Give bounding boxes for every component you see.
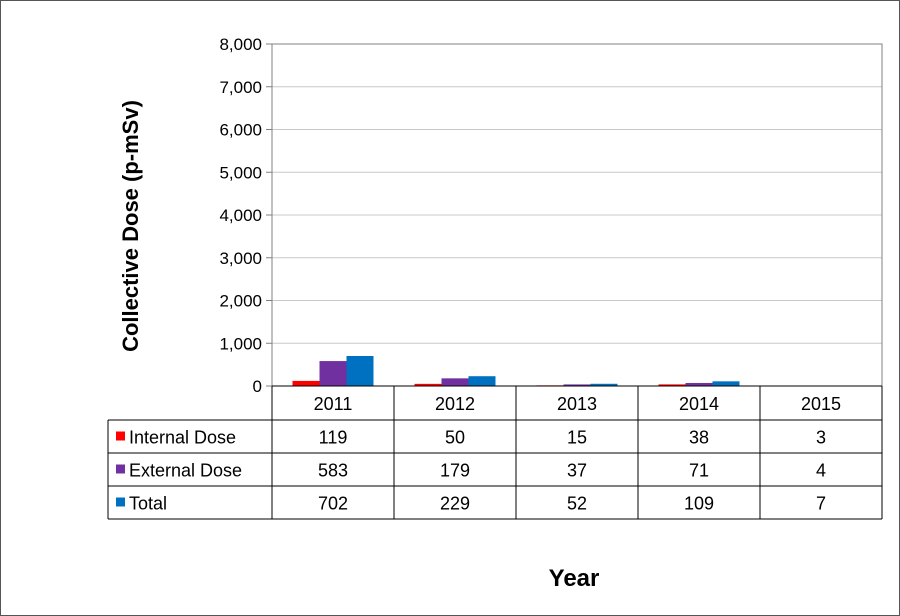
legend-swatch	[116, 431, 125, 441]
x-tick-label: 2015	[801, 394, 841, 414]
data-label: 583	[318, 461, 348, 481]
data-label: 3	[816, 428, 826, 448]
data-label: 38	[689, 428, 709, 448]
bar-internal-dose-2011	[292, 380, 320, 386]
bar-external-dose-2014	[685, 382, 713, 386]
data-label: 71	[689, 461, 709, 481]
y-tick-label: 0	[253, 377, 262, 396]
y-tick-label: 4,000	[219, 206, 262, 225]
data-label: 52	[567, 494, 587, 514]
axes: 0 1,000 2,000 3,000 4,000 5,000 6,000 7,000 8,00…	[219, 35, 883, 396]
y-tick-label: 7,000	[219, 78, 262, 97]
y-tick-label: 3,000	[219, 249, 262, 268]
x-axis-label: Year	[549, 565, 600, 592]
y-axis-label: Collective Dose (p-mSv)	[118, 100, 143, 352]
x-tick-label: 2014	[679, 394, 719, 414]
bar-internal-dose-2012	[414, 383, 442, 386]
bar-total-2013	[590, 383, 618, 386]
bar-total-2012	[468, 376, 496, 386]
data-label: 7	[816, 494, 826, 514]
bar-external-dose-2013	[563, 384, 591, 386]
data-label: 179	[440, 461, 470, 481]
data-label: 4	[816, 461, 826, 481]
data-label: 229	[440, 494, 470, 514]
legend-entry: Total	[129, 494, 167, 514]
data-table: 2011 2012 2013 2014 2015 Internal Dose 119 50 15…	[107, 385, 883, 520]
x-tick-label: 2013	[557, 394, 597, 414]
y-tick-label: 5,000	[219, 163, 262, 182]
bar-external-dose-2011	[319, 361, 347, 386]
legend-entry: External Dose	[129, 461, 242, 481]
data-label: 37	[567, 461, 587, 481]
x-tick-label: 2012	[435, 394, 475, 414]
y-tick-label: 1,000	[219, 334, 262, 353]
y-tick-label: 6,000	[219, 121, 262, 140]
y-tick-label: 8,000	[219, 35, 262, 54]
legend-swatch	[116, 464, 125, 474]
data-label: 15	[567, 428, 587, 448]
bar-external-dose-2012	[441, 378, 469, 386]
data-label: 702	[318, 494, 348, 514]
legend-swatch	[116, 497, 125, 507]
y-tick-label: 2,000	[219, 292, 262, 311]
bar-total-2011	[346, 355, 374, 386]
data-label: 119	[319, 428, 348, 448]
bar-internal-dose-2014	[658, 384, 686, 386]
x-tick-label: 2011	[314, 394, 353, 414]
gridlines	[272, 43, 882, 344]
data-label: 109	[684, 494, 714, 514]
data-label: 50	[445, 428, 465, 448]
bars	[292, 355, 862, 386]
bar-total-2014	[712, 381, 740, 386]
legend-entry: Internal Dose	[129, 428, 236, 448]
